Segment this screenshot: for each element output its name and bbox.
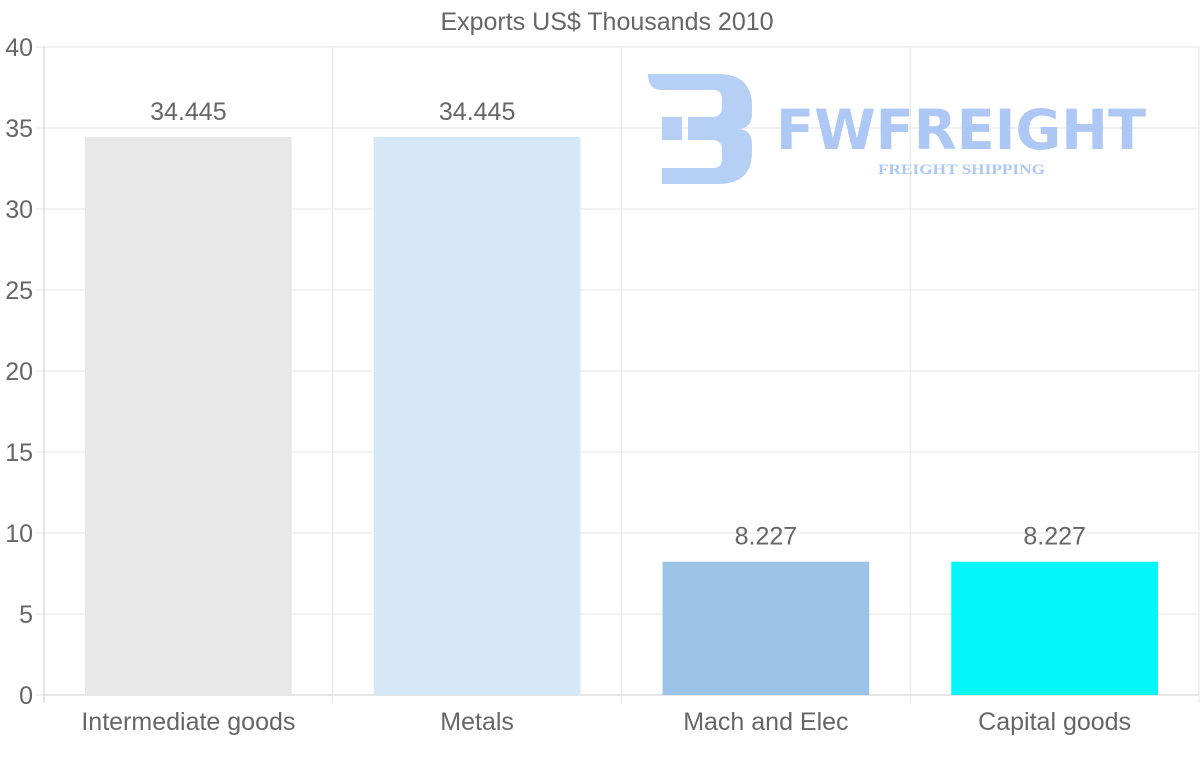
y-tick-label: 25 (5, 277, 33, 305)
watermark-logo-bar (662, 117, 682, 140)
data-label: 34.445 (439, 98, 515, 126)
y-tick-label: 15 (5, 439, 33, 467)
chart-title: Exports US$ Thousands 2010 (440, 8, 773, 36)
data-label: 34.445 (150, 98, 226, 126)
x-tick-label: Intermediate goods (81, 708, 295, 736)
watermark-brand: FWFREIGHT (776, 98, 1146, 162)
y-tick-label: 5 (19, 601, 33, 629)
bar (951, 561, 1158, 695)
x-tick-label: Metals (440, 708, 514, 736)
x-tick-label: Capital goods (978, 708, 1131, 736)
y-tick-label: 10 (5, 520, 33, 548)
x-tick-label: Mach and Elec (683, 708, 848, 736)
bar (373, 136, 581, 696)
watermark-logo: FWFREIGHT FREIGHT SHIPPING (648, 74, 1146, 184)
y-tick-label: 30 (5, 196, 33, 224)
bar (662, 561, 870, 695)
watermark-logo-icon (648, 74, 752, 184)
bars-layer (85, 136, 1158, 696)
labels-layer: 34.445 Intermediate goods 34.445 Metals 8.22… (81, 98, 1131, 736)
y-tick-label: 0 (19, 682, 33, 710)
data-label: 8.227 (1023, 523, 1086, 551)
y-tick-label: 35 (5, 115, 33, 143)
watermark-tagline: FREIGHT SHIPPING (878, 162, 1045, 178)
y-tick-label: 40 (5, 34, 33, 62)
data-label: 8.227 (735, 523, 798, 551)
y-tick-label: 20 (5, 358, 33, 386)
bar (85, 136, 292, 696)
